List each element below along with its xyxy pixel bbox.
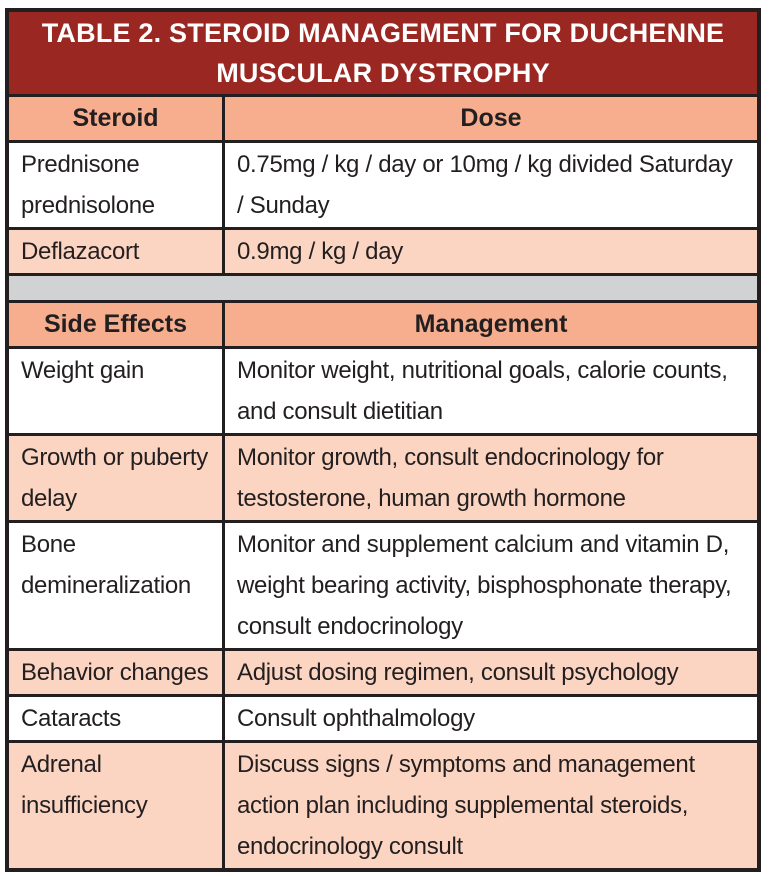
column-header-side-effects: Side Effects bbox=[9, 303, 225, 346]
management-cell: Monitor weight, nutritional goals, calor… bbox=[237, 357, 728, 425]
side-effect-cell: Weight gain bbox=[9, 349, 225, 433]
side-effect-cell: Bone demineralization bbox=[9, 523, 225, 648]
steroid-management-table: TABLE 2. STEROID MANAGEMENT FOR DUCHENNE… bbox=[5, 8, 761, 872]
management-cell: Consult ophthalmology bbox=[237, 705, 475, 732]
table-title: TABLE 2. STEROID MANAGEMENT FOR DUCHENNE… bbox=[9, 12, 757, 94]
steroid-name-cell: Deflazacort bbox=[9, 230, 225, 273]
table-row-deflazacort: Deflazacort 0.9mg / kg / day bbox=[9, 227, 757, 273]
section-divider bbox=[9, 273, 757, 300]
management-cell: Monitor and supplement calcium and vitam… bbox=[237, 531, 732, 640]
table-row-weight-gain: Weight gain Monitor weight, nutritional … bbox=[9, 346, 757, 433]
dose-cell: 0.75mg / kg / day or 10mg / kg divided S… bbox=[237, 151, 733, 219]
table-row-cataracts: Cataracts Consult ophthalmology bbox=[9, 694, 757, 740]
side-effects-header-row: Side Effects Management bbox=[9, 300, 757, 346]
table-row-bone-demineralization: Bone demineralization Monitor and supple… bbox=[9, 520, 757, 648]
table-row-behavior-changes: Behavior changes Adjust dosing regimen, … bbox=[9, 648, 757, 694]
side-effect-cell: Behavior changes bbox=[9, 651, 225, 694]
table-row-adrenal-insufficiency: Adrenal insufficiency Discuss signs / sy… bbox=[9, 740, 757, 868]
table-row-prednisone: Prednisone prednisolone 0.75mg / kg / da… bbox=[9, 140, 757, 227]
management-cell: Monitor growth, consult endocrinology fo… bbox=[237, 444, 664, 512]
side-effect-cell: Cataracts bbox=[9, 697, 225, 740]
side-effect-cell: Adrenal insufficiency bbox=[9, 743, 225, 868]
side-effect-cell: Growth or puberty delay bbox=[9, 436, 225, 520]
column-header-dose: Dose bbox=[460, 104, 522, 132]
column-header-management: Management bbox=[414, 310, 568, 338]
column-header-steroid: Steroid bbox=[9, 97, 225, 140]
management-cell: Adjust dosing regimen, consult psycholog… bbox=[237, 659, 679, 686]
dose-cell: 0.9mg / kg / day bbox=[237, 238, 403, 265]
steroid-name-cell: Prednisone prednisolone bbox=[9, 143, 225, 227]
steroid-header-row: Steroid Dose bbox=[9, 94, 757, 140]
table-row-growth-delay: Growth or puberty delay Monitor growth, … bbox=[9, 433, 757, 520]
management-cell: Discuss signs / symptoms and management … bbox=[237, 751, 695, 860]
